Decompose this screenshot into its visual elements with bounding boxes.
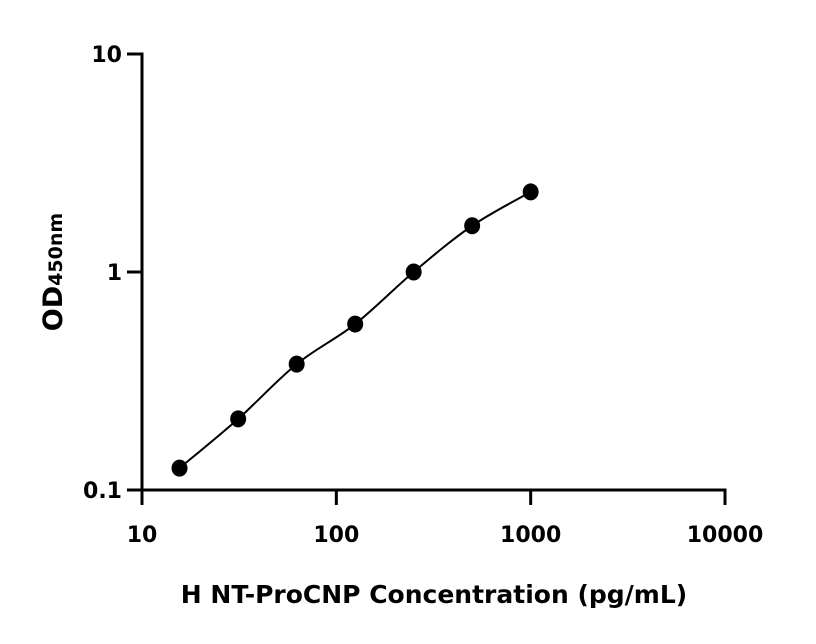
x-tick-label: 1000	[500, 523, 561, 548]
x-tick-label: 10000	[687, 523, 764, 548]
y-axis-label-subscript: 450nm	[45, 213, 67, 286]
data-point	[171, 459, 188, 477]
y-tick-label: 10	[91, 43, 122, 68]
data-point	[230, 410, 247, 428]
y-tick-label: 0.1	[83, 479, 122, 504]
axes: 10 100 1000 10000 0.1 1 10	[83, 43, 763, 548]
x-tick-label: 10	[127, 523, 158, 548]
y-axis-label: OD450nm	[38, 213, 69, 331]
data-point	[288, 355, 305, 373]
data-point	[347, 315, 364, 333]
data-point	[464, 217, 481, 235]
data-point	[522, 183, 539, 201]
y-tick-label: 1	[107, 261, 122, 286]
y-axis-label-main: OD	[38, 286, 69, 331]
data-points	[171, 183, 539, 477]
x-axis-label: H NT-ProCNP Concentration (pg/mL)	[181, 580, 687, 609]
data-point	[405, 263, 422, 281]
x-tick-label: 100	[313, 523, 359, 548]
